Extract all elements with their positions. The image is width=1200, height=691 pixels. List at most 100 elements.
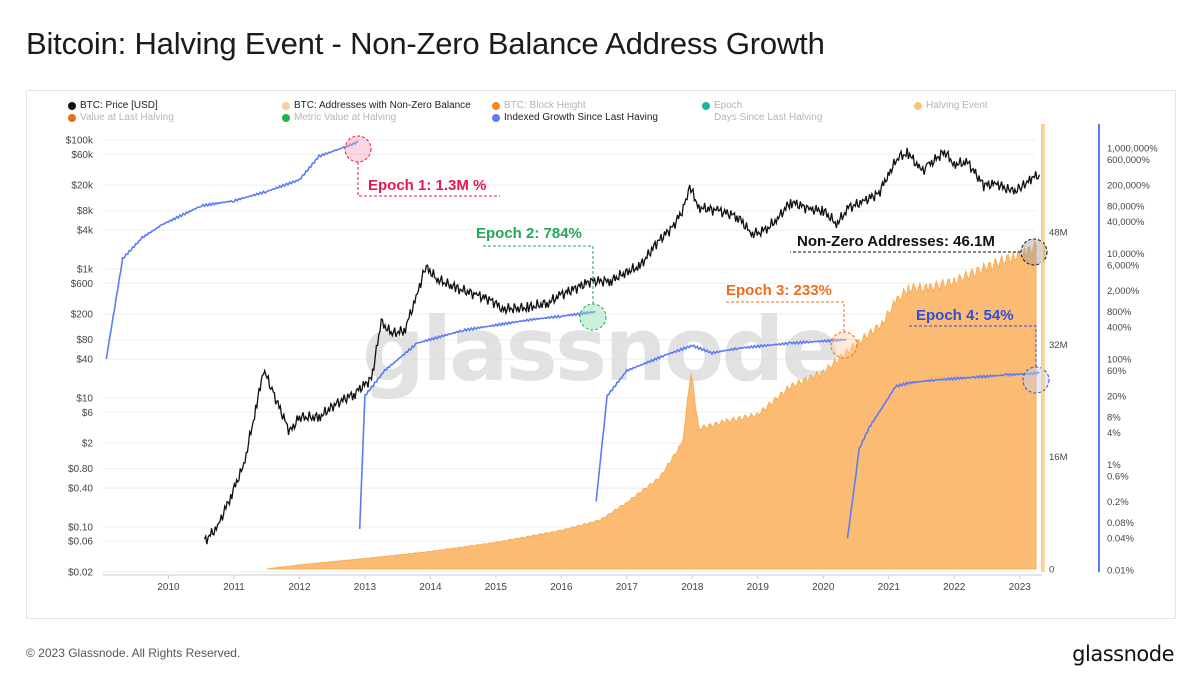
y-mid-tick-label: 48M (1049, 228, 1068, 239)
y-left-tick-label: $10 (76, 393, 93, 404)
x-tick-label: 2011 (223, 582, 245, 593)
y-left-tick-label: $0.10 (68, 522, 93, 533)
legend-dot (702, 101, 710, 110)
legend-item-days-since-halving[interactable]: Days Since Last Halving (714, 112, 822, 123)
y-right-tick-label: 0.01% (1107, 566, 1134, 577)
y-left-tick-label: $100k (66, 136, 94, 147)
y-left-tick-label: $0.02 (68, 568, 93, 579)
chart-title: Bitcoin: Halving Event - Non-Zero Balanc… (26, 26, 825, 61)
epoch-3-leader (726, 301, 845, 332)
epoch-2-leader (482, 245, 594, 304)
addresses-area-group (266, 239, 1037, 570)
copyright: © 2023 Glassnode. All Rights Reserved. (26, 646, 241, 660)
y-right-tick-label: 8% (1107, 412, 1121, 423)
x-axis: 2010 2011 2012 2013 2014 2015 2016 2017 2018 2019… (103, 574, 1042, 593)
y-left-tick-label: $8k (77, 206, 94, 217)
y-right-tick-label: 60% (1107, 366, 1127, 377)
y-right-tick-label: 600,000% (1107, 155, 1150, 166)
addresses-marker (1020, 238, 1048, 266)
legend-label: BTC: Addresses with Non-Zero Balance (294, 100, 471, 111)
legend-dot (68, 113, 76, 122)
addresses-area (266, 239, 1037, 570)
y-left-tick-label: $6 (82, 408, 94, 419)
price-line (203, 147, 1041, 545)
legend-dot (282, 113, 290, 122)
y-axis-mid: 48M 32M 16M 0 (1041, 124, 1068, 576)
legend-dot (492, 113, 500, 122)
y-left-tick-label: $60k (71, 150, 94, 161)
annotation-epoch-2: Epoch 2: 784% (476, 225, 582, 242)
y-right-tick-label: 4% (1107, 428, 1121, 439)
annotation-epoch-1: Epoch 1: 1.3M % (368, 177, 487, 194)
y-right-tick-label: 80,000% (1107, 201, 1145, 212)
growth-line (846, 371, 1040, 539)
y-right-tick-label: 1% (1107, 460, 1121, 471)
epoch-4-leader (909, 325, 1037, 367)
y-left-tick-label: $80 (76, 335, 93, 346)
legend-label: Epoch (714, 100, 743, 111)
x-tick-label: 2019 (747, 582, 770, 593)
legend-label: BTC: Block Height (504, 100, 586, 111)
legend-label: Metric Value at Halving (294, 112, 397, 123)
legend-dot (282, 101, 290, 110)
y-right-tick-label: 10,000% (1107, 249, 1145, 260)
growth-line (595, 338, 847, 502)
y-right-tick-label: 400% (1107, 323, 1132, 334)
legend-dot (914, 101, 922, 110)
x-tick-label: 2010 (157, 582, 180, 593)
growth-line (358, 310, 596, 530)
legend-dot (68, 101, 76, 110)
x-tick-label: 2023 (1009, 582, 1032, 593)
y-right-tick-label: 0.04% (1107, 534, 1134, 545)
legend-label: BTC: Price [USD] (80, 100, 158, 111)
y-right-tick-label: 6,000% (1107, 261, 1140, 272)
y-right-tick-label: 20% (1107, 391, 1127, 402)
y-right-tick-label: 40,000% (1107, 217, 1145, 228)
legend-item-metric-at-halving[interactable]: Metric Value at Halving (282, 112, 396, 123)
x-tick-label: 2012 (288, 582, 311, 593)
x-tick-label: 2017 (616, 582, 639, 593)
epoch-3-marker (830, 331, 858, 359)
y-mid-tick-label: 0 (1049, 565, 1054, 576)
x-tick-label: 2021 (878, 582, 901, 593)
y-right-tick-label: 0.2% (1107, 497, 1129, 508)
legend-dot (492, 101, 500, 110)
epoch-4-marker (1022, 366, 1050, 394)
x-tick-label: 2014 (419, 582, 442, 593)
y-left-tick-label: $20k (71, 181, 94, 192)
legend-item-growth[interactable]: Indexed Growth Since Last Having (492, 112, 658, 123)
legend-item-block-height[interactable]: BTC: Block Height (492, 100, 586, 111)
legend-label: Days Since Last Halving (714, 112, 823, 123)
legend-item-value-at-halving[interactable]: Value at Last Halving (68, 112, 174, 123)
y-left-tick-label: $0.80 (68, 464, 93, 475)
y-right-tick-label: 2,000% (1107, 286, 1140, 297)
legend-item-price[interactable]: BTC: Price [USD] (68, 100, 158, 111)
annotation-epoch-4: Epoch 4: 54% (916, 307, 1014, 324)
y-axis-left: $100k $60k $20k $8k $4k $1k $600 $200 $80 $40 $10 $… (66, 136, 94, 579)
epoch-2-marker (579, 303, 607, 331)
epoch-1-marker (344, 135, 372, 163)
y-right-tick-label: 1,000,000% (1107, 144, 1158, 155)
legend-label: Halving Event (926, 100, 988, 111)
y-right-tick-label: 200,000% (1107, 180, 1150, 191)
legend-item-epoch[interactable]: Epoch (702, 100, 742, 111)
y-left-tick-label: $200 (71, 310, 94, 321)
legend-item-addresses[interactable]: BTC: Addresses with Non-Zero Balance (282, 100, 471, 111)
brand-logo: glassnode (1072, 642, 1174, 666)
legend-item-halving[interactable]: Halving Event (914, 100, 988, 111)
y-left-tick-label: $1k (77, 264, 94, 275)
epoch-1-leader (357, 162, 500, 197)
x-tick-label: 2020 (812, 582, 835, 593)
y-right-tick-label: 0.6% (1107, 472, 1129, 483)
annotation-addresses: Non-Zero Addresses: 46.1M (797, 233, 995, 250)
x-tick-label: 2016 (550, 582, 573, 593)
legend-label: Value at Last Halving (80, 112, 174, 123)
legend-label: Indexed Growth Since Last Having (504, 112, 658, 123)
y-right-tick-label: 800% (1107, 307, 1132, 318)
x-tick-label: 2013 (354, 582, 377, 593)
price-line-group (203, 147, 1041, 545)
growth-line (105, 140, 359, 360)
annotation-epoch-3: Epoch 3: 233% (726, 282, 832, 299)
x-tick-label: 2018 (681, 582, 704, 593)
y-left-tick-label: $40 (76, 355, 93, 366)
